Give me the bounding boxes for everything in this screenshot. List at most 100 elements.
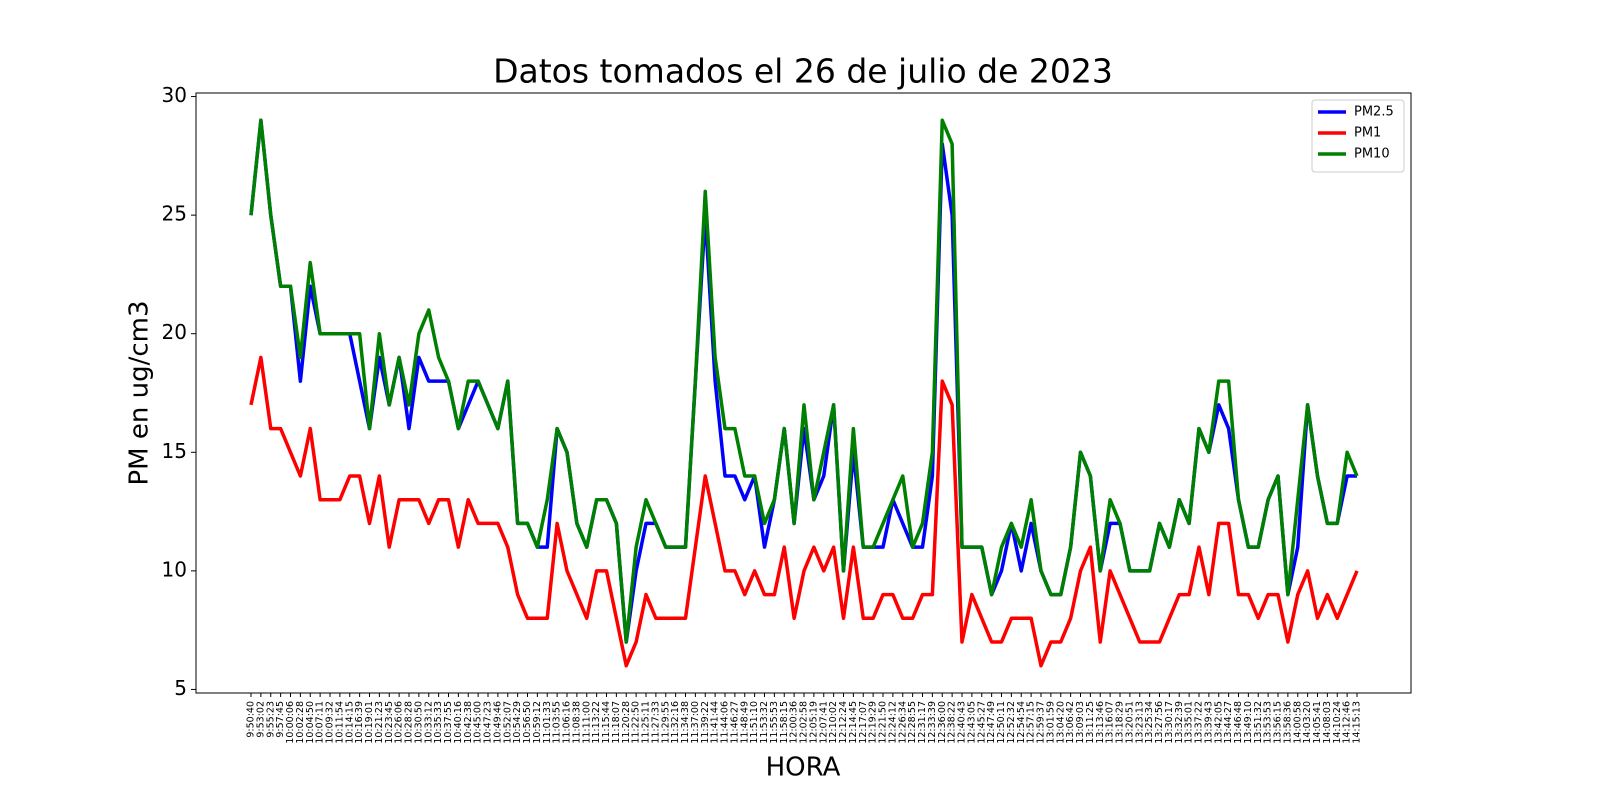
x-tick-label: 9:57:45 <box>275 701 286 738</box>
x-tick-label: 13:09:03 <box>1075 701 1086 744</box>
x-tick-label: 11:29:55 <box>660 701 671 744</box>
y-axis-label: PM en ug/cm3 <box>125 300 155 485</box>
x-tick-label: 11:11:00 <box>581 701 592 744</box>
x-tick-label: 12:14:45 <box>848 701 859 744</box>
legend-label: PM2.5 <box>1354 105 1394 120</box>
x-tick-label: 10:52:07 <box>502 701 513 744</box>
x-tick-label: 12:43:05 <box>966 701 977 744</box>
x-tick-label: 11:03:55 <box>552 701 563 744</box>
x-tick-label: 11:55:53 <box>769 701 780 744</box>
x-tick-label: 10:11:54 <box>334 701 345 744</box>
x-tick-label: 10:09:32 <box>325 701 336 744</box>
x-tick-label: 14:03:20 <box>1302 701 1313 744</box>
x-tick-label: 10:56:50 <box>522 701 533 744</box>
y-tick-label: 5 <box>174 676 187 700</box>
x-tick-label: 12:12:24 <box>838 701 849 744</box>
x-tick-label: 14:15:13 <box>1352 701 1363 744</box>
x-tick-label: 12:57:15 <box>1026 701 1037 744</box>
x-tick-label: 12:00:36 <box>789 701 800 744</box>
x-tick-label: 13:16:07 <box>1105 701 1116 744</box>
x-tick-label: 9:55:23 <box>265 701 276 738</box>
x-tick-label: 12:50:11 <box>996 701 1007 744</box>
x-tick-label: 9:53:02 <box>255 701 266 738</box>
x-tick-label: 11:15:44 <box>601 701 612 744</box>
y-tick-label: 30 <box>162 83 187 107</box>
x-tick-label: 12:24:12 <box>887 701 898 744</box>
x-tick-label: 11:48:49 <box>739 701 750 744</box>
x-tick-label: 13:18:29 <box>1115 701 1126 744</box>
series-line <box>249 355 1359 668</box>
x-tick-label: 10:42:38 <box>463 701 474 744</box>
x-tick-label: 13:56:15 <box>1273 701 1284 744</box>
x-tick-label: 14:00:58 <box>1292 701 1303 744</box>
x-tick-label: 13:25:34 <box>1144 701 1155 744</box>
x-tick-label: 10:00:06 <box>285 701 296 744</box>
x-tick-label: 14:08:03 <box>1322 701 1333 744</box>
x-tick-label: 13:23:13 <box>1134 701 1145 744</box>
x-tick-label: 13:46:48 <box>1233 701 1244 744</box>
x-tick-label: 11:22:50 <box>631 701 642 744</box>
x-tick-label: 9:50:40 <box>246 701 257 738</box>
x-tick-label: 11:44:06 <box>720 701 731 744</box>
x-tick-label: 13:13:46 <box>1095 701 1106 744</box>
x-tick-label: 11:08:38 <box>571 701 582 744</box>
x-tick-label: 11:20:28 <box>621 701 632 744</box>
x-tick-label: 12:59:37 <box>1036 701 1047 744</box>
y-tick-label: 25 <box>162 202 187 226</box>
x-tick-label: 13:58:36 <box>1282 701 1293 744</box>
x-tick-label: 12:38:22 <box>947 701 958 744</box>
x-tick-label: 10:54:29 <box>512 701 523 744</box>
x-tick-label: 10:02:28 <box>295 701 306 744</box>
y-tick-label: 20 <box>162 320 187 344</box>
x-tick-label: 13:01:59 <box>1045 701 1056 744</box>
x-tick-label: 11:46:27 <box>729 701 740 744</box>
x-tick-label: 12:45:27 <box>976 701 987 744</box>
x-tick-label: 10:59:12 <box>532 701 543 744</box>
x-tick-label: 12:52:32 <box>1006 701 1017 744</box>
x-tick-label: 10:21:23 <box>374 701 385 744</box>
x-tick-label: 13:06:42 <box>1065 701 1076 744</box>
x-tick-label: 10:28:28 <box>404 701 415 744</box>
x-tick-label: 11:51:10 <box>749 701 760 744</box>
x-tick-label: 11:39:22 <box>700 701 711 744</box>
x-tick-label: 12:21:50 <box>878 701 889 744</box>
x-tick-label: 10:49:46 <box>492 701 503 744</box>
x-tick-label: 11:53:32 <box>759 701 770 744</box>
legend: PM2.5 PM1 PM10 <box>1311 99 1405 173</box>
plot-frame <box>195 92 1412 694</box>
x-tick-label: 11:25:11 <box>641 701 652 744</box>
x-tick-label: 12:07:41 <box>818 701 829 744</box>
x-tick-label: 10:26:06 <box>394 701 405 744</box>
x-tick-label: 10:07:11 <box>315 701 326 744</box>
x-tick-label: 11:37:00 <box>690 701 701 744</box>
x-tick-label: 11:41:44 <box>710 701 721 744</box>
x-tick-label: 12:33:39 <box>927 701 938 744</box>
x-tick-label: 14:10:24 <box>1332 701 1343 744</box>
x-tick-label: 13:42:05 <box>1213 701 1224 744</box>
chart-title: Datos tomados el 26 de julio de 2023 <box>493 52 1113 91</box>
x-tick-label: 12:17:07 <box>858 701 869 744</box>
x-tick-label: 11:18:07 <box>611 701 622 744</box>
x-tick-label: 12:10:02 <box>828 701 839 744</box>
x-tick-label: 11:27:33 <box>650 701 661 744</box>
y-tick-label: 15 <box>162 439 187 463</box>
x-tick-label: 10:23:45 <box>384 701 395 744</box>
x-tick-label: 13:39:43 <box>1203 701 1214 744</box>
x-tick-label: 13:27:56 <box>1154 701 1165 744</box>
x-tick-label: 13:51:32 <box>1253 701 1264 744</box>
x-tick-label: 13:37:22 <box>1194 701 1205 744</box>
x-tick-label: 11:34:38 <box>680 701 691 744</box>
x-tick-label: 11:06:16 <box>562 701 573 744</box>
x-tick-label: 10:45:00 <box>473 701 484 744</box>
series-line <box>249 118 1359 644</box>
x-tick-label: 10:14:15 <box>344 701 355 744</box>
legend-label: PM1 <box>1354 126 1381 141</box>
x-tick-label: 13:04:20 <box>1055 701 1066 744</box>
x-tick-label: 12:28:55 <box>907 701 918 744</box>
x-tick-label: 10:37:55 <box>443 701 454 744</box>
x-tick-label: 10:04:50 <box>305 701 316 744</box>
x-axis-label: HORA <box>766 753 841 783</box>
x-tick-label: 12:05:19 <box>808 701 819 744</box>
x-tick-label: 11:32:16 <box>670 701 681 744</box>
